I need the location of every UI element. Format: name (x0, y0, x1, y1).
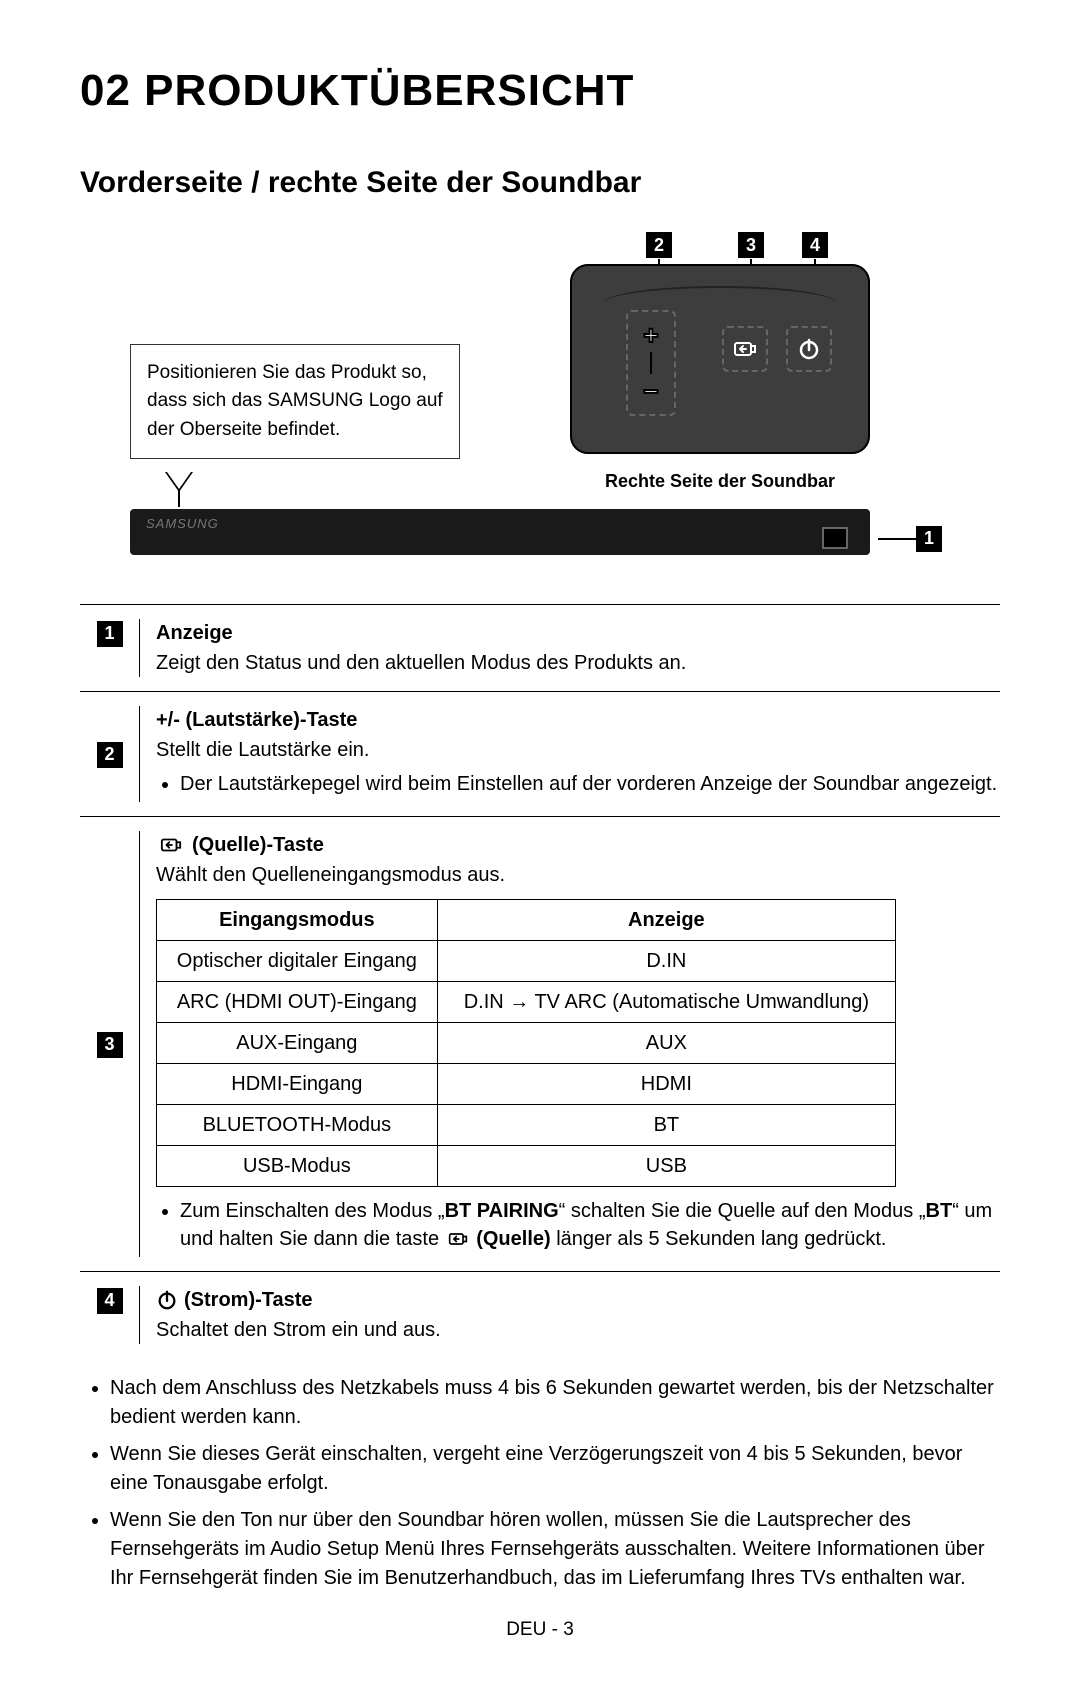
table-cell: ARC (HDMI OUT)-Eingang (157, 981, 438, 1022)
callout-number: 2 (646, 232, 672, 258)
product-diagram: 2 3 4 + − Rechte Seite der Soundbar Posi… (80, 234, 1000, 584)
samsung-logo: SAMSUNG (146, 515, 219, 533)
source-icon (156, 834, 186, 856)
table-cell: D.IN → TV ARC (Automatische Umwandlung) (437, 981, 895, 1022)
feature-title: (Quelle)-Taste (156, 831, 1000, 859)
feature-number: 1 (97, 621, 123, 647)
volume-buttons: + − (626, 310, 676, 416)
feature-desc: Stellt die Lautstärke ein. (156, 736, 1000, 764)
bottom-notes: Nach dem Anschluss des Netzkabels muss 4… (80, 1374, 1000, 1593)
table-cell: BLUETOOTH-Modus (157, 1104, 438, 1145)
feature-desc: Zeigt den Status und den aktuellen Modus… (156, 649, 1000, 677)
feature-row-3: 3 (Quelle)-Taste Wählt den Quelleneingan… (80, 817, 1000, 1272)
table-cell: AUX (437, 1022, 895, 1063)
page-title: 02 PRODUKTÜBERSICHT (80, 60, 1000, 122)
feature-row-2: 2 +/- (Lautstärke)-Taste Stellt die Laut… (80, 692, 1000, 817)
feature-desc: Schaltet den Strom ein und aus. (156, 1316, 1000, 1344)
feature-table: 1 Anzeige Zeigt den Status und den aktue… (80, 604, 1000, 1358)
soundbar-graphic: SAMSUNG (130, 509, 870, 555)
page-footer: DEU - 3 (80, 1617, 1000, 1644)
note-item: Nach dem Anschluss des Netzkabels muss 4… (110, 1374, 1000, 1432)
power-button-graphic (786, 326, 832, 372)
minus-icon: − (628, 378, 674, 404)
callout-number: 3 (738, 232, 764, 258)
table-cell: HDMI (437, 1063, 895, 1104)
feature-number: 2 (97, 742, 123, 768)
table-header: Anzeige (437, 899, 895, 940)
feature-title: +/- (Lautstärke)-Taste (156, 706, 1000, 734)
positioning-note: Positionieren Sie das Produkt so, dass s… (130, 344, 460, 460)
feature-title: (Strom)-Taste (156, 1286, 1000, 1314)
table-cell: D.IN (437, 940, 895, 981)
feature-title: Anzeige (156, 619, 1000, 647)
feature-desc: Wählt den Quelleneingangsmodus aus. (156, 861, 1000, 889)
table-cell: AUX-Eingang (157, 1022, 438, 1063)
mode-table: Eingangsmodus Anzeige Optischer digitale… (156, 899, 896, 1187)
note-item: Wenn Sie den Ton nur über den Soundbar h… (110, 1506, 1000, 1593)
feature-bullet: Zum Einschalten des Modus „BT PAIRING“ s… (180, 1197, 1000, 1253)
table-cell: USB (437, 1145, 895, 1186)
note-item: Wenn Sie dieses Gerät einschalten, verge… (110, 1440, 1000, 1498)
feature-row-1: 1 Anzeige Zeigt den Status und den aktue… (80, 605, 1000, 692)
feature-number: 3 (97, 1032, 123, 1058)
feature-bullet: Der Lautstärkepegel wird beim Einstellen… (180, 770, 1000, 798)
table-cell: Optischer digitaler Eingang (157, 940, 438, 981)
callout-number: 4 (802, 232, 828, 258)
panel-caption: Rechte Seite der Soundbar (570, 469, 870, 494)
source-button-graphic (722, 326, 768, 372)
display-graphic (822, 527, 848, 549)
source-icon (445, 1229, 471, 1249)
feature-number: 4 (97, 1288, 123, 1314)
callout-1: 1 (878, 526, 942, 552)
table-cell: HDMI-Eingang (157, 1063, 438, 1104)
table-cell: USB-Modus (157, 1145, 438, 1186)
feature-row-4: 4 (Strom)-Taste Schaltet den Strom ein u… (80, 1272, 1000, 1358)
table-header: Eingangsmodus (157, 899, 438, 940)
section-subtitle: Vorderseite / rechte Seite der Soundbar (80, 162, 1000, 204)
table-cell: BT (437, 1104, 895, 1145)
power-icon (156, 1289, 178, 1311)
plus-icon: + (628, 322, 674, 348)
callout-number: 1 (916, 526, 942, 552)
control-panel: + − (570, 264, 870, 454)
